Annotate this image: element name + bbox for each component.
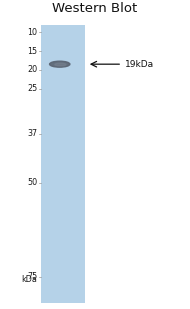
Text: 10: 10 [27,28,37,37]
Text: 25: 25 [27,84,37,93]
Text: 20: 20 [27,65,37,74]
Text: 37: 37 [27,129,37,138]
Text: Western Blot: Western Blot [52,2,138,15]
Ellipse shape [50,61,70,67]
Text: kDa: kDa [21,275,37,284]
Ellipse shape [55,63,66,66]
Text: 75: 75 [27,272,37,281]
Text: 50: 50 [27,178,37,187]
Text: 15: 15 [27,47,37,56]
Text: 19kDa: 19kDa [125,60,154,69]
